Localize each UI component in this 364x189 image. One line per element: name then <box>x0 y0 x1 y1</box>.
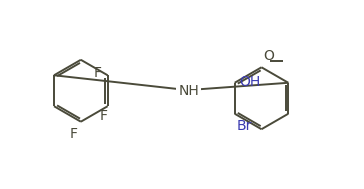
Text: F: F <box>70 127 78 141</box>
Text: NH: NH <box>178 84 199 98</box>
Text: F: F <box>100 109 108 123</box>
Text: Br: Br <box>237 119 252 133</box>
Text: F: F <box>94 66 102 80</box>
Text: OH: OH <box>240 75 261 89</box>
Text: O: O <box>264 49 274 63</box>
